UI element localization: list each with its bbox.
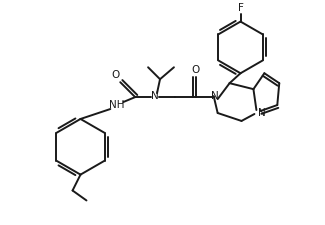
Text: O: O: [192, 65, 200, 75]
Text: N: N: [257, 108, 265, 118]
Text: F: F: [238, 3, 243, 13]
Text: N: N: [151, 91, 159, 101]
Text: NH: NH: [109, 100, 124, 110]
Text: O: O: [111, 70, 119, 80]
Text: N: N: [211, 91, 218, 101]
